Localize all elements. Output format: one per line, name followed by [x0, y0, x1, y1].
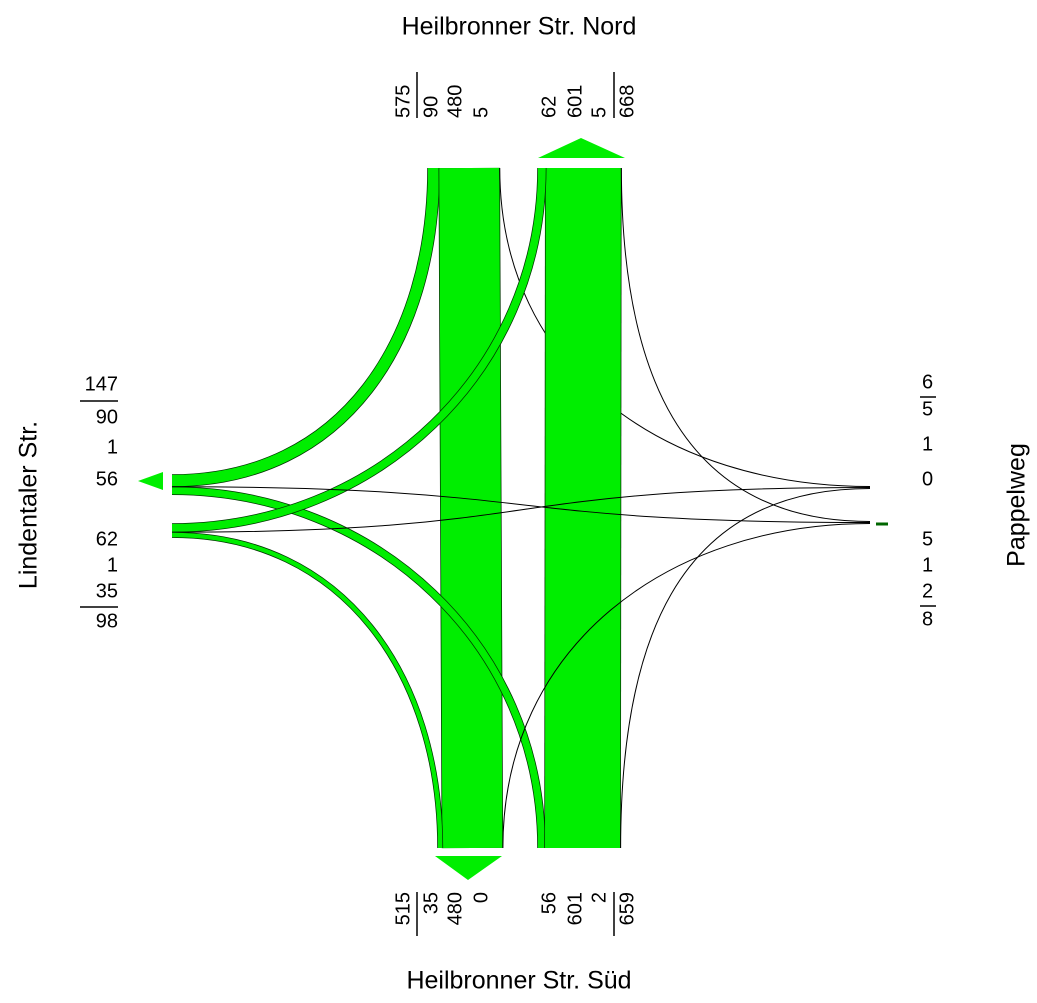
flow — [171, 487, 871, 533]
south-count: 659 — [616, 892, 638, 925]
flow — [545, 167, 621, 849]
north-exit-arrow — [538, 138, 625, 158]
flow — [439, 167, 503, 849]
flows — [171, 167, 871, 849]
south-count: 601 — [564, 892, 586, 925]
north-count: 480 — [444, 85, 466, 118]
south-exit-arrow — [435, 856, 502, 880]
north-count: 601 — [564, 85, 586, 118]
west-label: Lindentaler Str. — [15, 421, 43, 589]
north-count: 5 — [470, 107, 492, 118]
east-count: 0 — [922, 468, 933, 490]
east-count: 1 — [922, 433, 933, 455]
south-count: 480 — [444, 892, 466, 925]
west-count: 35 — [96, 580, 118, 602]
east-count: 5 — [922, 398, 933, 420]
east-count: 2 — [922, 580, 933, 602]
flow — [171, 532, 443, 849]
flow — [171, 167, 546, 532]
north-count: 668 — [616, 85, 638, 118]
east-count: 5 — [922, 528, 933, 550]
west-count: 1 — [107, 554, 118, 576]
south-count: 56 — [538, 892, 560, 914]
north-count: 90 — [420, 96, 442, 118]
south-count: 0 — [470, 892, 492, 903]
flow — [171, 487, 545, 849]
west-count: 1 — [107, 436, 118, 458]
east-count: 6 — [922, 371, 933, 393]
flow-outline — [171, 167, 440, 487]
north-count: 62 — [538, 96, 560, 118]
north-label: Heilbronner Str. Nord — [402, 13, 637, 41]
west-count: 147 — [85, 373, 118, 395]
south-label: Heilbronner Str. Süd — [406, 967, 631, 995]
south-count: 515 — [392, 892, 414, 925]
south-count: 2 — [588, 892, 610, 903]
east-count: 1 — [922, 554, 933, 576]
east-label: Pappelweg — [1003, 443, 1031, 567]
west-exit-arrow — [138, 472, 163, 490]
south-count: 35 — [420, 892, 442, 914]
east-count: 8 — [922, 608, 933, 630]
flow — [502, 523, 871, 849]
north-count: 575 — [392, 85, 414, 118]
west-count: 98 — [96, 610, 118, 632]
flow — [620, 488, 871, 849]
flow — [620, 167, 871, 522]
west-count: 62 — [96, 528, 118, 550]
flow — [171, 167, 440, 487]
west-count: 56 — [96, 468, 118, 490]
flow-outline — [171, 532, 444, 849]
west-count: 90 — [96, 406, 118, 428]
north-count: 5 — [588, 107, 610, 118]
flow — [171, 486, 871, 523]
